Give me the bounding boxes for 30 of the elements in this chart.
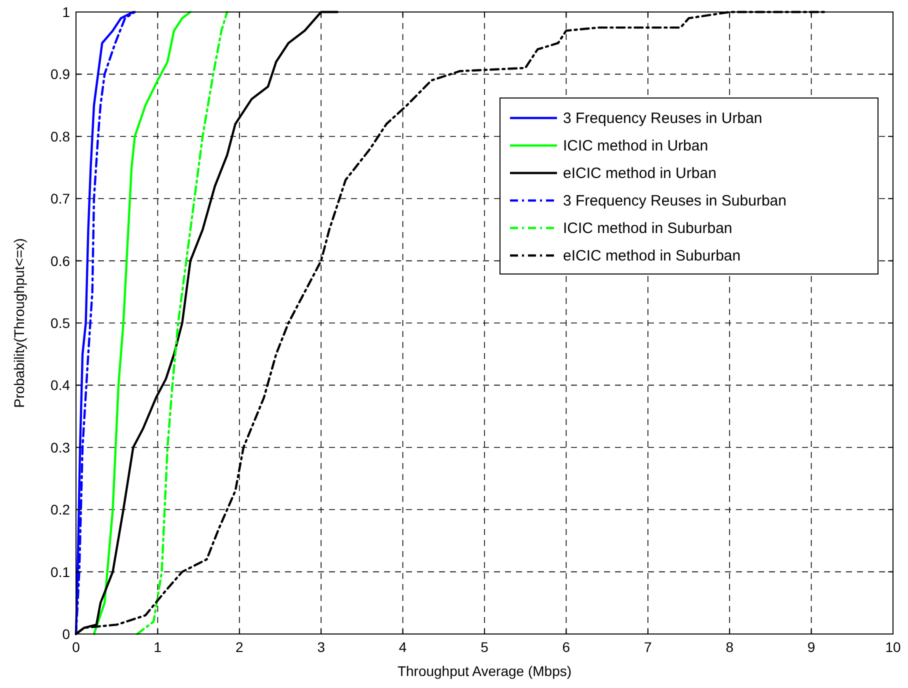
y-tick-label: 0.8: [50, 128, 70, 144]
x-axis-title: Throughput Average (Mbps): [397, 663, 572, 679]
legend-label: ICIC method in Suburban: [563, 220, 732, 237]
y-tick-label: 0.3: [50, 439, 70, 456]
x-tick-label: 3: [317, 639, 326, 655]
x-tick-label: 9: [807, 639, 816, 655]
legend-label: eICIC method in Urban: [563, 165, 716, 182]
x-tick-label: 5: [480, 639, 489, 655]
legend-label: eICIC method in Suburban: [563, 248, 741, 264]
y-tick-label: 0.9: [50, 66, 70, 82]
y-tick-label: 0.7: [50, 190, 70, 207]
x-tick-label: 8: [726, 639, 734, 655]
y-tick-label: 0.4: [50, 377, 70, 394]
x-tick-label: 7: [644, 639, 652, 655]
x-tick-label: 10: [885, 639, 901, 655]
legend-label: 3 Frequency Reuses in Suburban: [563, 192, 786, 210]
y-tick-label: 0.2: [50, 502, 70, 518]
x-tick-label: 4: [398, 639, 407, 655]
y-tick-label: 0.5: [50, 315, 70, 331]
x-tick-label: 1: [154, 639, 162, 655]
y-tick-label: 0: [62, 626, 70, 642]
legend-label: 3 Frequency Reuses in Urban: [563, 110, 762, 127]
legend-label: ICIC method in Urban: [563, 138, 708, 154]
x-tick-label: 2: [236, 639, 244, 655]
y-axis-title: Probability(Throughput<=x): [11, 238, 27, 408]
y-tick-label: 0.1: [50, 564, 70, 580]
x-tick-label: 0: [72, 639, 80, 655]
y-tick-label: 0.6: [50, 252, 70, 269]
y-tick-label: 1: [62, 4, 70, 20]
x-tick-label: 6: [562, 639, 570, 655]
